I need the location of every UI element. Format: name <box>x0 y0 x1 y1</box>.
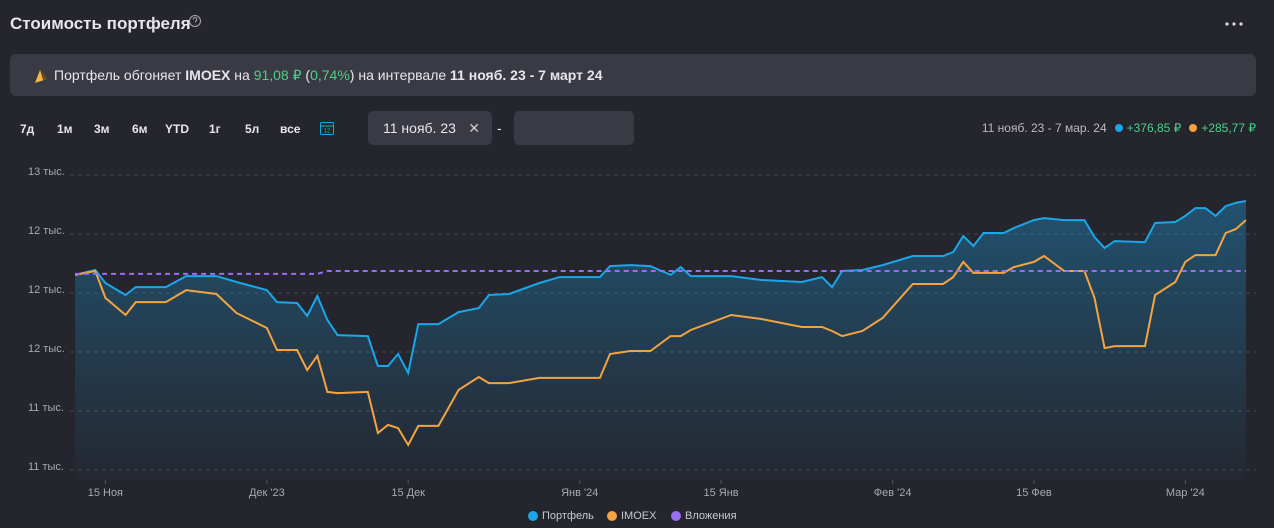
banner-text: 91,08 ₽ <box>253 67 302 83</box>
x-tick-label: Фев '24 <box>874 487 912 499</box>
x-tick-label: Дек '23 <box>249 487 285 499</box>
legend-dot <box>671 511 681 521</box>
legend-dot <box>607 511 617 521</box>
banner: Портфель обгоняет IMOEX на 91,08 ₽ (0,74… <box>10 54 1256 96</box>
period-button[interactable]: 7д <box>20 122 35 136</box>
date-from[interactable]: 11 нояб. 23 ✕ <box>368 111 492 145</box>
line <box>74 219 1247 448</box>
date-to[interactable] <box>514 111 634 145</box>
legend-label: IMOEX <box>621 510 657 522</box>
summary-value: +376,85 ₽ <box>1126 121 1182 135</box>
period-button[interactable]: 6м <box>132 122 148 136</box>
banner-text: 11 нояб. 23 - 7 март 24 <box>450 67 603 83</box>
x-tick-label: Мар '24 <box>1166 487 1205 499</box>
banner-text: IMOEX <box>185 67 231 83</box>
period-button[interactable]: 3м <box>94 122 110 136</box>
legend-dot <box>528 511 538 521</box>
y-tick-label: 12 тыс. <box>28 284 65 296</box>
line <box>74 200 1247 376</box>
x-tick-label: 15 Дек <box>391 487 425 499</box>
date-from-text: 11 нояб. 23 <box>383 120 456 136</box>
y-tick-label: 11 тыс. <box>28 402 64 414</box>
banner-icon <box>35 70 47 84</box>
banner-text: ( <box>301 67 311 83</box>
y-tick-label: 12 тыс. <box>28 225 65 237</box>
date-sep: - <box>497 120 502 136</box>
period-button[interactable]: 5л <box>245 122 260 136</box>
period-button[interactable]: 1г <box>209 122 221 136</box>
y-tick-label: 11 тыс. <box>28 461 64 473</box>
banner-text: 0,74% <box>310 67 350 83</box>
legend-label: Портфель <box>542 510 594 522</box>
x-tick-label: 15 Янв <box>703 487 738 499</box>
banner-text: на <box>230 67 254 83</box>
period-button[interactable]: YTD <box>165 122 189 136</box>
period-button[interactable]: все <box>280 122 301 136</box>
x-tick-label: 15 Фев <box>1016 487 1052 499</box>
banner-text: Портфель обгоняет <box>54 67 186 83</box>
menu-icon[interactable] <box>1224 20 1244 28</box>
summary-dot <box>1189 124 1198 132</box>
banner-text: ) на интервале <box>349 67 451 83</box>
summary-dot <box>1114 124 1123 132</box>
clear-icon[interactable]: ✕ <box>468 120 480 136</box>
area <box>75 201 1246 480</box>
line <box>75 270 1246 275</box>
period-button[interactable]: 1м <box>57 122 73 136</box>
x-tick-label: Янв '24 <box>561 487 598 499</box>
summary: 11 нояб. 23 - 7 мар. 24 +376,85 ₽ +285,77 … <box>982 121 1256 135</box>
summary-value: +285,77 ₽ <box>1201 121 1256 135</box>
y-tick-label: 12 тыс. <box>28 343 65 355</box>
legend-label: Вложения <box>685 510 737 522</box>
x-tick-label: 15 Ноя <box>88 487 123 499</box>
y-tick-label: 13 тыс. <box>28 166 65 178</box>
title: Стоимость портфеля <box>10 14 191 33</box>
summary-range: 11 нояб. 23 - 7 мар. 24 <box>981 121 1107 135</box>
help-icon[interactable] <box>188 14 202 28</box>
calendar-icon[interactable]: 12 <box>319 120 335 136</box>
svg-text:12: 12 <box>324 129 331 135</box>
